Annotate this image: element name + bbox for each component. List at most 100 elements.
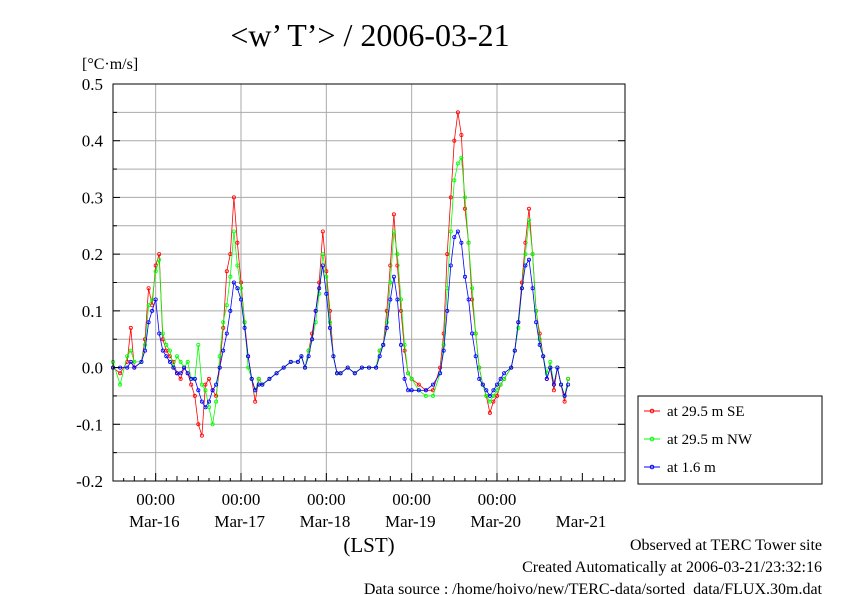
- data-point: [281, 365, 286, 370]
- data-point: [178, 359, 183, 364]
- data-point: [238, 280, 243, 285]
- series-line: [112, 112, 569, 436]
- data-point: [228, 308, 233, 313]
- x-day-label: Mar-18: [300, 512, 351, 531]
- data-point: [246, 354, 251, 359]
- data-point: [182, 365, 187, 370]
- data-point: [210, 388, 215, 393]
- data-point: [391, 229, 396, 234]
- data-point: [157, 257, 162, 262]
- legend: at 29.5 m SE at 29.5 m NW at 1.6 m: [637, 395, 823, 485]
- data-point: [470, 331, 475, 336]
- data-point: [231, 280, 236, 285]
- x-day-label: Mar-19: [385, 512, 436, 531]
- data-point: [541, 354, 546, 359]
- footer-source: Data source : /home/hoivo/new/TERC-data/…: [364, 581, 823, 595]
- data-point: [125, 365, 130, 370]
- data-point: [317, 286, 322, 291]
- data-point: [224, 269, 229, 274]
- data-point: [313, 308, 318, 313]
- data-point: [395, 252, 400, 257]
- data-point: [487, 399, 492, 404]
- data-point: [384, 325, 389, 330]
- data-point: [388, 297, 393, 302]
- legend-entry-label: at 29.5 m SE: [667, 404, 745, 420]
- data-point: [302, 365, 307, 370]
- data-point: [445, 252, 450, 257]
- data-point: [221, 325, 226, 330]
- y-tick-label: 0.2: [82, 245, 103, 264]
- data-point: [235, 263, 240, 268]
- data-point: [242, 320, 247, 325]
- data-point: [384, 320, 389, 325]
- data-point: [509, 365, 514, 370]
- data-point: [146, 286, 151, 291]
- data-point: [445, 308, 450, 313]
- y-tick-label: 0.5: [82, 75, 103, 94]
- data-point: [288, 359, 293, 364]
- data-point: [224, 331, 229, 336]
- data-point: [253, 388, 258, 393]
- data-point: [125, 354, 130, 359]
- data-point: [206, 399, 211, 404]
- data-point: [221, 348, 226, 353]
- data-point: [210, 422, 215, 427]
- data-point: [352, 371, 357, 376]
- data-point: [224, 303, 229, 308]
- data-point: [462, 206, 467, 211]
- data-point: [523, 263, 528, 268]
- data-point: [516, 325, 521, 330]
- data-point: [178, 371, 183, 376]
- series-at-29-5-m-nw: [111, 155, 571, 427]
- data-point: [338, 371, 343, 376]
- data-point: [196, 342, 201, 347]
- data-point: [462, 195, 467, 200]
- data-point: [502, 371, 507, 376]
- data-point: [470, 286, 475, 291]
- data-point: [448, 195, 453, 200]
- y-tick-label: -0.1: [76, 415, 103, 434]
- data-point: [487, 410, 492, 415]
- data-point: [527, 257, 532, 262]
- legend-entry-label: at 29.5 m NW: [667, 432, 753, 448]
- x-axis-label: (LST): [343, 533, 394, 557]
- data-point: [324, 291, 329, 296]
- x-time-label: 00:00: [136, 490, 175, 509]
- data-point: [473, 354, 478, 359]
- y-tick-label: 0.4: [82, 132, 104, 151]
- data-point: [566, 376, 571, 381]
- series-line: [113, 230, 569, 409]
- data-point: [395, 297, 400, 302]
- data-point: [516, 320, 521, 325]
- data-point: [128, 359, 133, 364]
- data-point: [153, 269, 158, 274]
- y-tick-label: 0.3: [82, 188, 103, 207]
- x-time-label: 00:00: [478, 490, 517, 509]
- data-point: [377, 354, 382, 359]
- data-point: [171, 365, 176, 370]
- data-point: [523, 252, 528, 257]
- data-point: [327, 320, 332, 325]
- data-point: [498, 376, 503, 381]
- footer-created: Created Automatically at 2006-03-21/23:3…: [522, 559, 822, 576]
- legend-entry-label: at 1.6 m: [667, 460, 716, 476]
- footer-observed: Observed at TERC Tower site: [630, 537, 822, 554]
- data-point: [530, 252, 535, 257]
- data-point: [551, 382, 556, 387]
- data-point: [559, 382, 564, 387]
- data-point: [466, 240, 471, 245]
- data-point: [164, 342, 169, 347]
- data-point: [448, 263, 453, 268]
- legend-swatch-marker: [649, 436, 655, 442]
- data-point: [235, 286, 240, 291]
- data-point: [157, 252, 162, 257]
- data-point: [398, 308, 403, 313]
- data-point: [441, 348, 446, 353]
- data-point: [189, 376, 194, 381]
- data-point: [256, 376, 261, 381]
- data-point: [459, 132, 464, 137]
- y-tick-label: 0.0: [82, 359, 103, 378]
- data-point: [494, 382, 499, 387]
- x-day-label: Mar-21: [556, 512, 607, 531]
